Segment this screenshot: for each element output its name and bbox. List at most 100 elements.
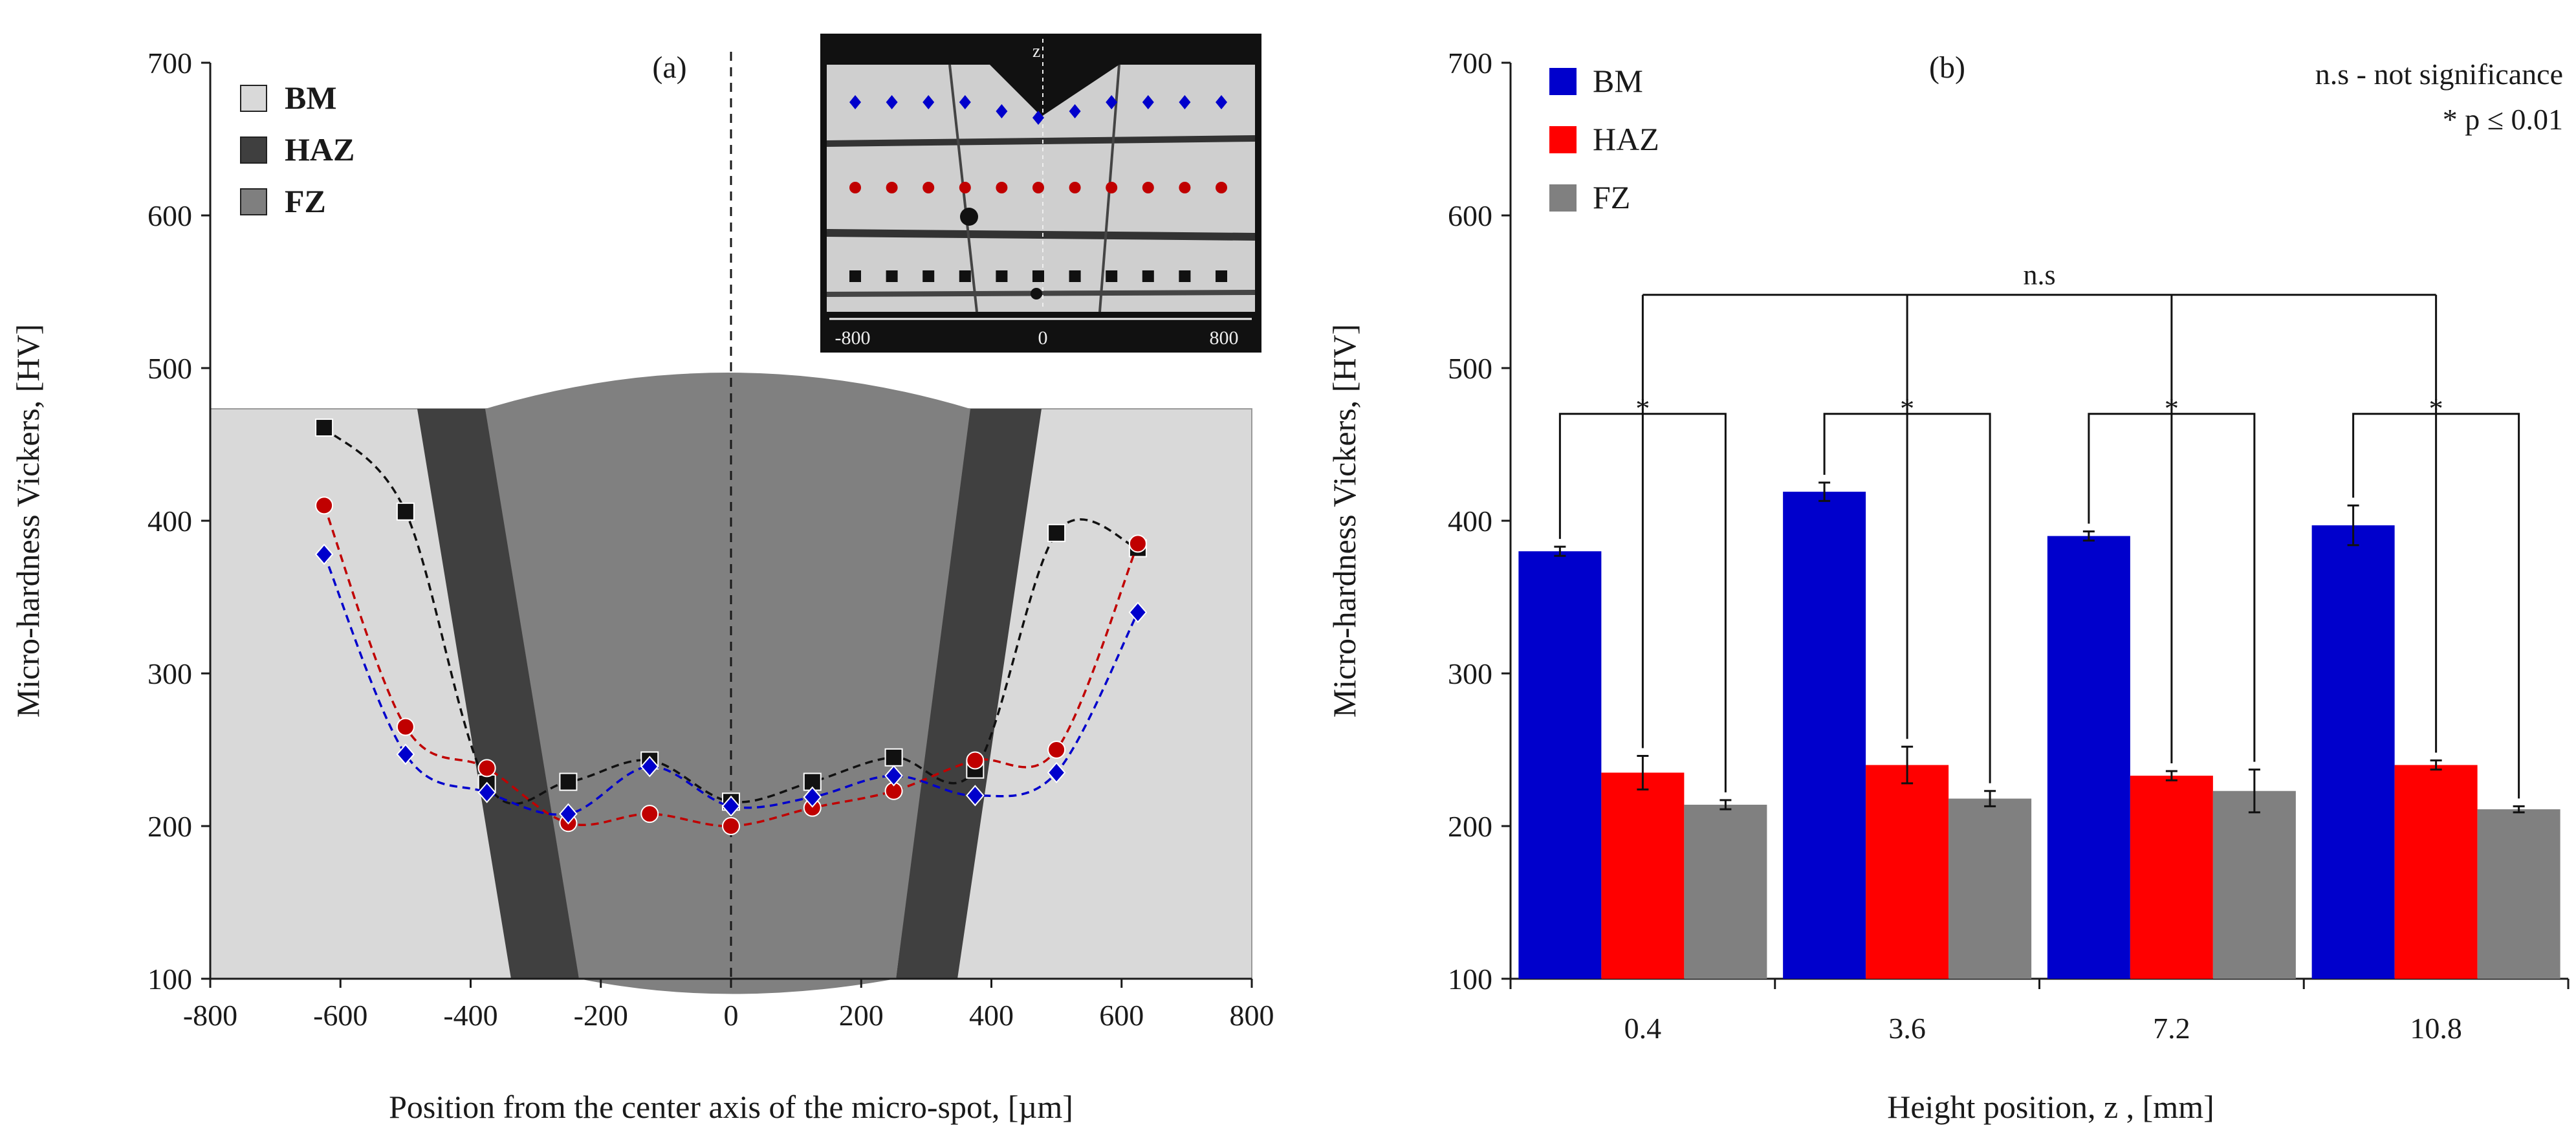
inset-tick-label: -800 [835, 327, 871, 349]
inset-diamond-marker [886, 95, 898, 109]
inset-circle-marker [1179, 182, 1191, 193]
b-panel-label: (b) [1929, 50, 1965, 85]
b-ticks: 100 200 300 400 500 600 700 0.4 3.6 7.2 10.8 [1448, 47, 2570, 1045]
inset-diamond-marker [1179, 95, 1191, 109]
inset-square-marker [1179, 270, 1191, 282]
legend-label-bm: BM [285, 80, 337, 116]
inset-diamond-marker [1069, 104, 1081, 118]
square-marker [315, 419, 334, 437]
a-x-tick-label: 400 [969, 999, 1014, 1032]
a-y-tick-label: 200 [147, 810, 192, 843]
circle-marker [640, 805, 659, 823]
a-y-tick-label: 500 [147, 352, 192, 385]
a-x-tick-label: -200 [574, 999, 628, 1032]
b-y-tick-label: 200 [1448, 810, 1492, 843]
inset-diamond-marker [1142, 95, 1154, 109]
b-legend: BM HAZ FZ [1549, 63, 1659, 215]
diamond-marker [314, 543, 334, 565]
inset-square-marker [849, 270, 861, 282]
inset-z-label: z [1032, 41, 1040, 61]
fz-region [485, 373, 970, 994]
inset-markers [849, 95, 1227, 282]
inset-circle-marker [849, 182, 861, 193]
inset-square-marker [959, 270, 971, 282]
inset-tick-label: 0 [1038, 327, 1048, 349]
bar-bm [1783, 492, 1866, 979]
circle-marker [1047, 741, 1066, 759]
b-x-axis-title: Height position, z , [mm] [1887, 1089, 2214, 1125]
inset-circle-marker [1142, 182, 1154, 193]
inset-circle-marker [1216, 182, 1227, 193]
b-x-tick-label: 0.4 [1624, 1012, 1662, 1045]
legend-swatch-fz [240, 188, 267, 215]
legend-swatch-bm [240, 85, 267, 112]
inset-circle-marker [959, 182, 971, 193]
diamond-marker [884, 765, 903, 787]
circle-marker [1128, 534, 1147, 553]
panel-a: 100 200 300 400 500 600 700 -800 -600 -400 -200 0 20… [10, 34, 1274, 1125]
a-y-tick-label: 300 [147, 657, 192, 690]
inset-square-marker [1106, 270, 1118, 282]
b-x-tick-label: 3.6 [1888, 1012, 1926, 1045]
a-panel-label: (a) [652, 50, 686, 85]
inset-diamond-marker [1032, 111, 1044, 125]
panel-b: 100 200 300 400 500 600 700 0.4 3.6 7.2 10.8 * * * *n… [1326, 47, 2570, 1125]
inset-diamond-marker [922, 95, 935, 109]
diamond-marker [559, 803, 578, 825]
legend-label-fz: FZ [285, 183, 326, 219]
inset-circle-marker [1069, 182, 1081, 193]
bar-bm [2311, 525, 2395, 979]
diamond-marker [1047, 761, 1066, 783]
haz-region-left [417, 409, 579, 979]
a-x-axis-title: Position from the center axis of the mic… [389, 1089, 1073, 1125]
diamond-marker [1128, 602, 1148, 624]
bar-fz [2477, 809, 2560, 979]
inset-square-marker [996, 270, 1008, 282]
significance-ns: n.s [2023, 259, 2055, 291]
legend-label-haz: HAZ [1593, 121, 1659, 157]
inset-circle-marker [922, 182, 935, 193]
inset-tick-label: 800 [1210, 327, 1239, 349]
inset-square-marker [1032, 270, 1044, 282]
legend-swatch-haz [1549, 126, 1577, 153]
a-ticks: 100 200 300 400 500 600 700 -800 -600 -400 -200 0 20… [147, 47, 1274, 1032]
legend-label-bm: BM [1593, 63, 1643, 99]
b-note-p: * p ≤ 0.01 [2443, 103, 2563, 136]
bar-bm [1518, 551, 1602, 979]
b-y-tick-label: 700 [1448, 47, 1492, 80]
a-x-tick-label: 0 [724, 999, 739, 1032]
a-x-tick-label: 600 [1099, 999, 1144, 1032]
circle-marker [477, 759, 496, 778]
inset-square-marker [1142, 270, 1154, 282]
legend-label-haz: HAZ [285, 131, 355, 168]
legend-swatch-haz [240, 136, 267, 164]
inset-micrograph: z -800 0 800 [820, 34, 1261, 353]
inset-circle-marker [996, 182, 1008, 193]
a-legend: BM HAZ FZ [240, 80, 355, 219]
inset-pore [960, 208, 978, 226]
inset-circle-marker [1032, 182, 1044, 193]
diamond-marker [721, 795, 741, 817]
b-y-tick-label: 100 [1448, 963, 1492, 996]
bar-haz [2394, 765, 2478, 979]
square-marker [884, 748, 903, 767]
inset-square-marker [1069, 270, 1081, 282]
inset-square-marker [922, 270, 935, 282]
b-note-ns: n.s - not significance [2315, 58, 2563, 91]
b-y-tick-label: 300 [1448, 657, 1492, 690]
inset-diamond-marker [1216, 95, 1227, 109]
inset-stripe [826, 135, 1256, 147]
diamond-marker [396, 743, 415, 765]
inset-diamond-marker [1106, 95, 1118, 109]
circle-marker [722, 817, 740, 835]
b-significance: * * * *n.s [1558, 259, 2520, 799]
a-y-tick-label: 700 [147, 47, 192, 80]
inset-diamond-marker [996, 104, 1008, 118]
bar-haz [1601, 772, 1685, 979]
bar-haz [2130, 776, 2213, 979]
inset-stripe [826, 229, 1256, 241]
circle-marker [315, 496, 334, 515]
b-bars [1518, 481, 2560, 979]
a-y-tick-label: 600 [147, 199, 192, 232]
